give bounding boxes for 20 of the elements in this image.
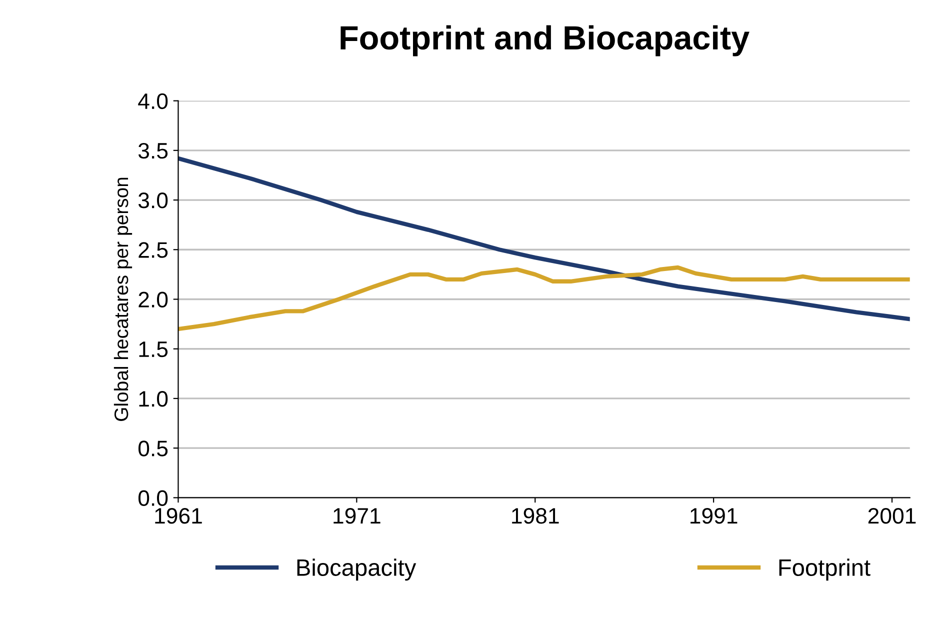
y-tick-label: 1.0 bbox=[139, 391, 168, 407]
y-tick-label: 3.5 bbox=[138, 142, 168, 159]
y-tick-label: 2.0 bbox=[138, 292, 168, 308]
y-tick-label: 2.5 bbox=[138, 242, 168, 258]
x-tick-label: 1991 bbox=[690, 508, 738, 524]
x-tick-label: 2001 bbox=[868, 508, 916, 524]
legend-label: Biocapacity bbox=[297, 558, 416, 581]
y-axis-title: Global hecatares per person bbox=[114, 178, 132, 421]
legend-label: Footprint bbox=[779, 558, 870, 581]
y-tick-label: 1.5 bbox=[139, 342, 168, 358]
y-tick-label: 0.5 bbox=[138, 440, 168, 456]
x-tick-label: 1981 bbox=[512, 508, 559, 524]
chart-title: Footprint and Biocapacity bbox=[340, 25, 750, 56]
y-tick-label: 4.0 bbox=[138, 93, 168, 110]
x-tick-label: 1961 bbox=[155, 508, 202, 524]
line-series bbox=[178, 156, 910, 322]
y-tick-label: 3.0 bbox=[138, 192, 168, 208]
line-series bbox=[178, 265, 910, 332]
y-tick-label: 0.0 bbox=[138, 490, 168, 506]
x-tick-label: 1971 bbox=[334, 508, 380, 524]
